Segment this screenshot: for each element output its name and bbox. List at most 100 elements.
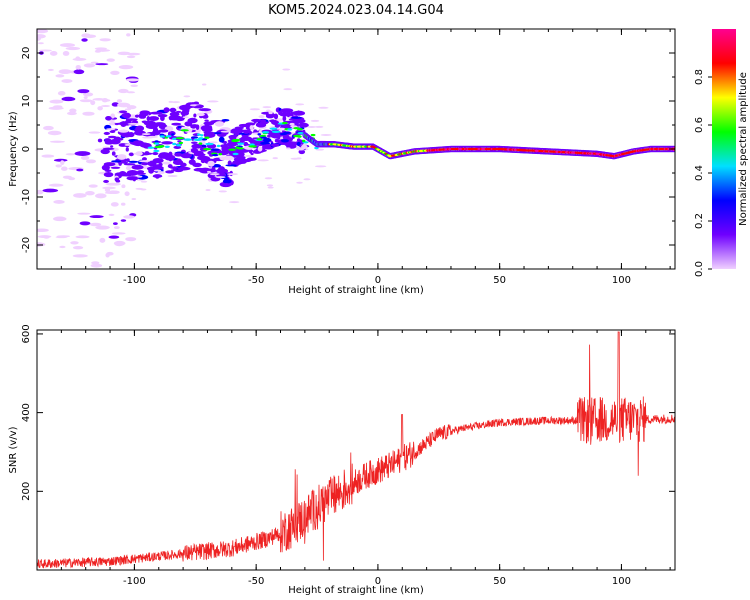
spectrogram-blob xyxy=(180,129,189,132)
spectrogram-blob xyxy=(103,162,116,167)
spectrogram-blob xyxy=(47,130,62,136)
spectrogram-blob xyxy=(118,129,129,133)
spectrogram-blob xyxy=(216,144,221,148)
spectrogram-blob xyxy=(314,146,319,150)
spectrogram-blob xyxy=(243,129,250,134)
spectrogram-blob xyxy=(253,119,257,124)
spectrogram-blob xyxy=(227,160,232,166)
spectrogram-blob xyxy=(196,112,205,117)
spectrogram-blob xyxy=(303,178,311,181)
spectrogram-blob xyxy=(115,179,121,183)
spectrogram-blob xyxy=(257,133,261,136)
spectrogram-blob xyxy=(168,115,176,120)
spectrogram-blob xyxy=(320,133,332,136)
spectrogram-blob xyxy=(69,108,77,113)
spectrogram-blob xyxy=(289,122,295,126)
spectrogram-blob xyxy=(70,241,79,245)
spectrogram-blob xyxy=(138,160,151,163)
spectrogram-blob xyxy=(171,101,181,104)
spectrogram-blob xyxy=(110,70,120,75)
spectrogram-blob xyxy=(271,119,278,125)
snr-y-tick-label: 600 xyxy=(21,324,32,343)
spectrogram-blob xyxy=(197,133,201,136)
spectrogram-blob xyxy=(188,159,196,165)
spectrogram-blob xyxy=(73,193,87,198)
spectrogram-blob xyxy=(260,119,266,123)
colorbar-tick-label: 0.6 xyxy=(694,117,705,133)
colorbar-gradient xyxy=(712,29,736,269)
spectrogram-blob xyxy=(77,89,90,94)
spectrogram-blob xyxy=(90,100,96,106)
spectrogram-blob xyxy=(62,175,72,179)
spectrogram-blob xyxy=(116,99,123,103)
spectrogram-blob xyxy=(90,61,99,64)
spectrogram-blob xyxy=(291,111,301,115)
spectrogram-blob xyxy=(315,148,325,151)
spectrogram-blob xyxy=(296,181,303,184)
spectrogram-blob xyxy=(267,134,271,138)
snr-frame xyxy=(36,329,676,571)
spectrogram-blob xyxy=(243,141,249,147)
spectrogram-blob xyxy=(117,102,131,108)
spectrogram-blob xyxy=(135,187,144,190)
spectrogram-blob xyxy=(198,142,203,145)
spectrogram-blob xyxy=(89,215,104,219)
spectrogram-blob xyxy=(281,121,288,125)
spectrogram-blob xyxy=(72,246,84,250)
spectrogram-blob xyxy=(140,180,148,183)
spectrogram-blob xyxy=(160,115,165,122)
spectrogram-blob xyxy=(200,134,204,137)
spectrogram-x-tick-label: -50 xyxy=(248,275,264,286)
spectrogram-blob xyxy=(204,119,209,122)
spectrogram-blob xyxy=(128,152,134,157)
spectrogram-blob xyxy=(37,34,46,39)
spectrogram-blob xyxy=(195,124,200,130)
spectrogram-blob xyxy=(271,143,280,147)
spectrogram-blob xyxy=(183,138,193,141)
spectrogram-blob xyxy=(292,119,306,124)
spectrogram-blob xyxy=(282,68,291,71)
spectrogram-blob xyxy=(110,145,114,148)
spectrogram-blob xyxy=(108,235,120,239)
spectrogram-blob xyxy=(204,136,210,139)
spectrogram-blob xyxy=(257,159,269,162)
spectrogram-blob xyxy=(206,170,211,173)
spectrogram-blob xyxy=(110,113,115,119)
snr-y-tick-label: 400 xyxy=(21,403,32,422)
spectrogram-blob xyxy=(108,121,117,126)
spectrogram-blob xyxy=(280,108,294,113)
colorbar-tick-label: 0.0 xyxy=(694,261,705,277)
colorbar-tick-label: 0.2 xyxy=(694,213,705,229)
spectrogram-blob xyxy=(167,175,178,178)
spectrogram-blob xyxy=(172,137,177,140)
spectrogram-blob xyxy=(72,254,88,258)
spectrogram-blob xyxy=(229,128,240,134)
spectrogram-blob xyxy=(67,111,77,116)
spectrogram-blob xyxy=(114,123,119,126)
spectrogram-blob xyxy=(80,155,90,160)
spectrogram-blob xyxy=(95,49,111,52)
spectrogram-x-tick-label: 100 xyxy=(612,275,631,286)
spectrogram-blob xyxy=(60,160,65,166)
spectrogram-blob xyxy=(198,108,211,112)
spectrogram-y-tick-label: 0 xyxy=(21,146,32,152)
spectrogram-blob xyxy=(184,121,193,127)
spectrogram-blob xyxy=(209,141,218,144)
spectrogram-blob xyxy=(119,121,132,126)
spectrogram-blob xyxy=(105,115,112,121)
spectrogram-blob xyxy=(208,125,212,128)
spectrogram-blob xyxy=(117,137,124,141)
snr-x-ticks: -100 -50 0 50 100 xyxy=(36,330,671,587)
spectrogram-blob xyxy=(124,143,132,146)
spectrogram-blob xyxy=(268,110,273,115)
spectrogram-blob xyxy=(130,84,138,87)
spectrogram-blob xyxy=(120,219,127,222)
spectrogram-blob xyxy=(49,99,64,104)
spectrogram-blob xyxy=(158,129,169,133)
spectrogram-blob xyxy=(205,142,214,146)
spectrogram-blob xyxy=(203,131,215,134)
spectrogram-blob xyxy=(266,184,274,187)
spectrogram-blob xyxy=(180,153,192,159)
spectrogram-blob xyxy=(296,128,303,131)
spectrogram-blob xyxy=(133,152,139,155)
